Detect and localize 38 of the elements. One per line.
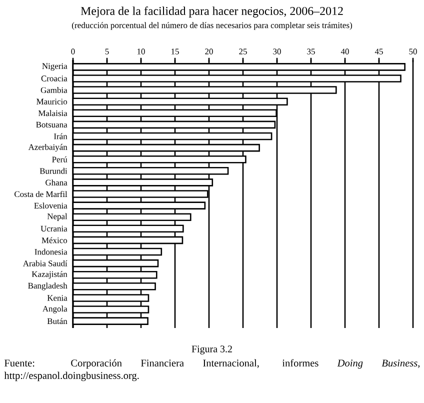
y-tick-label: Arabia Saudí: [22, 260, 68, 266]
chart-title: Mejora de la facilidad para hacer negocios, 2006–2012: [80, 6, 343, 18]
y-tick-label: Ghana: [46, 179, 68, 186]
x-tick-label: 40: [340, 48, 349, 54]
y-tick-label: Nepal: [47, 213, 68, 221]
y-tick-label: Azerbaiyán: [28, 144, 68, 152]
x-tick-label: 5: [105, 48, 109, 54]
y-tick-label: México: [42, 237, 68, 244]
y-tick-label: Costa de Marfil: [14, 190, 68, 198]
x-tick-label: 50: [409, 48, 417, 54]
y-tick-label: Botsuana: [36, 122, 68, 128]
y-tick-label: Irán: [54, 133, 68, 140]
x-tick-label: 35: [307, 48, 315, 54]
x-tick-label: 10: [138, 48, 145, 54]
y-tick-label: Nigeria: [42, 63, 68, 71]
y-tick-label: Bangladesh: [28, 282, 68, 290]
y-tick-label: Indonesia: [34, 248, 68, 255]
x-tick-label: 0: [71, 48, 75, 54]
x-tick-label: 45: [374, 48, 383, 54]
text: Fuente: Corporación Financiera Internacional, informes Doing Business, http://espanol.doingbusiness.org.: [4, 359, 420, 382]
x-tick-label: 25: [239, 48, 247, 54]
y-tick-label: Eslovenia: [34, 202, 68, 209]
y-tick-label: Ucrania: [40, 226, 68, 232]
y-tick-label: Bután: [47, 318, 68, 324]
x-tick-label: 20: [205, 48, 213, 54]
x-tick-label: 30: [273, 48, 281, 54]
chart-subtitle: (reducción porcentual del número de días necesarios para completar seis trámites): [72, 22, 352, 30]
y-tick-label: Kenia: [47, 295, 68, 301]
text: Figura 3.2: [192, 346, 232, 354]
y-tick-label: Angola: [42, 306, 68, 314]
y-tick-label: Perú: [52, 156, 68, 162]
y-tick-label: Burundi: [40, 168, 68, 174]
x-tick-label: 15: [172, 48, 179, 54]
y-tick-label: Croacia: [41, 76, 68, 82]
y-tick-label: Malaisia: [38, 110, 68, 116]
y-tick-label: Kazajistán: [32, 271, 68, 279]
y-tick-label: Gambia: [40, 87, 68, 94]
y-tick-label: Mauricio: [36, 98, 68, 104]
